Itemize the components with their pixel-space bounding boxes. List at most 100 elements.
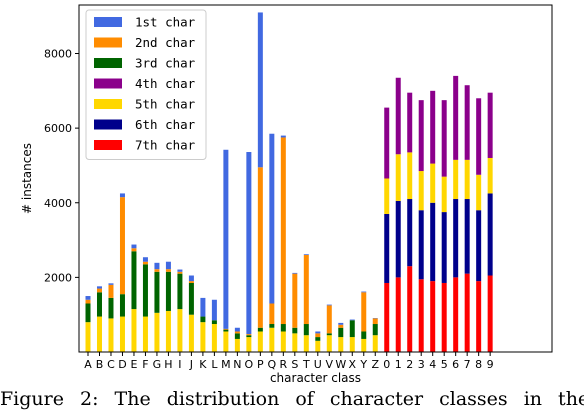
bar-segment-U-5th-char [315, 341, 320, 352]
bar-segment-3-6th-char [419, 210, 424, 279]
bar-segment-B-5th-char [97, 317, 102, 352]
bar-segment-5-7th-char [442, 283, 447, 352]
bar-segment-K-3rd-char [200, 317, 205, 323]
bar-segment-4-4th-char [430, 91, 435, 164]
bar-segment-Q-1st-char [269, 134, 274, 304]
bar-segment-6-5th-char [453, 160, 458, 199]
x-tick-label-C: C [107, 358, 115, 371]
bar-segment-R-5th-char [281, 331, 286, 352]
bar-segment-5-6th-char [442, 212, 447, 283]
bar-segment-V-1st-char [327, 305, 332, 306]
bar-segment-Y-3rd-char [361, 331, 366, 338]
bar-segment-A-2nd-char [86, 300, 91, 304]
legend-swatch-6th-char [94, 120, 122, 130]
bar-segment-W-1st-char [338, 323, 343, 325]
bar-segment-U-2nd-char [315, 333, 320, 337]
bar-segment-S-1st-char [292, 273, 297, 274]
legend-swatch-7th-char [94, 140, 122, 150]
bar-segment-H-2nd-char [166, 269, 171, 272]
bar-segment-O-5th-char [246, 337, 251, 352]
bar-segment-L-1st-char [212, 300, 217, 321]
x-tick-label-H: H [164, 358, 172, 371]
legend-label-6th-char: 6th char [135, 117, 196, 132]
bar-segment-F-3rd-char [143, 264, 148, 316]
bar-segment-G-5th-char [154, 313, 159, 352]
y-tick-label: 8000 [44, 48, 72, 61]
bar-segment-H-5th-char [166, 311, 171, 352]
bar-segment-R-2nd-char [281, 137, 286, 324]
bar-segment-W-2nd-char [338, 325, 343, 328]
legend-label-3rd-char: 3rd char [135, 56, 196, 71]
x-tick-label-0: 0 [383, 358, 390, 371]
legend-swatch-2nd-char [94, 38, 122, 48]
bar-segment-D-5th-char [120, 317, 125, 352]
bar-segment-9-6th-char [488, 193, 493, 275]
bar-segment-Y-5th-char [361, 339, 366, 352]
bar-segment-E-1st-char [131, 245, 136, 249]
bar-segment-H-1st-char [166, 262, 171, 269]
bar-segment-8-4th-char [476, 98, 481, 174]
y-tick-label: 4000 [44, 197, 72, 210]
bar-segment-C-5th-char [108, 318, 113, 352]
bar-segment-6-7th-char [453, 277, 458, 352]
x-tick-label-P: P [257, 358, 264, 371]
bar-segment-Y-1st-char [361, 292, 366, 293]
legend-label-5th-char: 5th char [135, 97, 196, 112]
bar-segment-9-4th-char [488, 93, 493, 158]
bar-segment-8-5th-char [476, 175, 481, 210]
x-tick-label-B: B [96, 358, 104, 371]
x-tick-label-R: R [280, 358, 288, 371]
bar-segment-A-1st-char [86, 296, 91, 300]
bar-segment-R-1st-char [281, 136, 286, 138]
bar-segment-V-3rd-char [327, 333, 332, 335]
bar-segment-7-7th-char [465, 274, 470, 352]
bar-segment-W-5th-char [338, 337, 343, 352]
x-tick-label-J: J [189, 358, 193, 371]
legend-swatch-4th-char [94, 79, 122, 89]
legend-swatch-1st-char [94, 17, 122, 27]
bar-segment-M-2nd-char [223, 329, 228, 330]
bar-segment-B-2nd-char [97, 289, 102, 293]
bar-segment-A-5th-char [86, 322, 91, 352]
bar-segment-H-3rd-char [166, 272, 171, 311]
bar-segment-5-4th-char [442, 100, 447, 176]
bar-segment-Y-2nd-char [361, 292, 366, 331]
bar-segment-L-3rd-char [212, 320, 217, 324]
bar-segment-J-1st-char [189, 276, 194, 282]
x-tick-label-I: I [178, 358, 181, 371]
bar-segment-1-5th-char [396, 154, 401, 201]
bar-segment-7-4th-char [465, 85, 470, 160]
y-tick-label: 2000 [44, 271, 72, 284]
bar-segment-U-3rd-char [315, 337, 320, 341]
figure-caption: Figure 2: The distribution of character … [0, 388, 584, 410]
bar-segment-1-6th-char [396, 201, 401, 277]
bar-segment-1-7th-char [396, 277, 401, 352]
bar-segment-X-1st-char [350, 320, 355, 321]
bar-segment-F-2nd-char [143, 262, 148, 265]
x-tick-label-F: F [142, 358, 148, 371]
bar-segment-I-5th-char [177, 309, 182, 352]
bar-segment-M-3rd-char [223, 330, 228, 332]
bar-segment-E-2nd-char [131, 248, 136, 251]
x-tick-label-V: V [326, 358, 334, 371]
x-tick-label-N: N [233, 358, 241, 371]
x-tick-label-W: W [335, 358, 346, 371]
x-tick-label-2: 2 [406, 358, 413, 371]
bar-segment-F-1st-char [143, 257, 148, 261]
x-tick-label-6: 6 [452, 358, 459, 371]
legend-label-1st-char: 1st char [135, 15, 196, 30]
bar-segment-8-7th-char [476, 281, 481, 352]
x-tick-label-E: E [130, 358, 137, 371]
bar-segment-M-5th-char [223, 331, 228, 352]
x-tick-label-Q: Q [268, 358, 277, 371]
bar-segment-W-3rd-char [338, 328, 343, 337]
bar-segment-4-5th-char [430, 164, 435, 203]
bar-segment-X-3rd-char [350, 320, 355, 337]
bar-segment-D-2nd-char [120, 197, 125, 294]
bar-segment-C-2nd-char [108, 285, 113, 298]
bar-segment-P-1st-char [258, 12, 263, 167]
legend-label-2nd-char: 2nd char [135, 35, 196, 50]
